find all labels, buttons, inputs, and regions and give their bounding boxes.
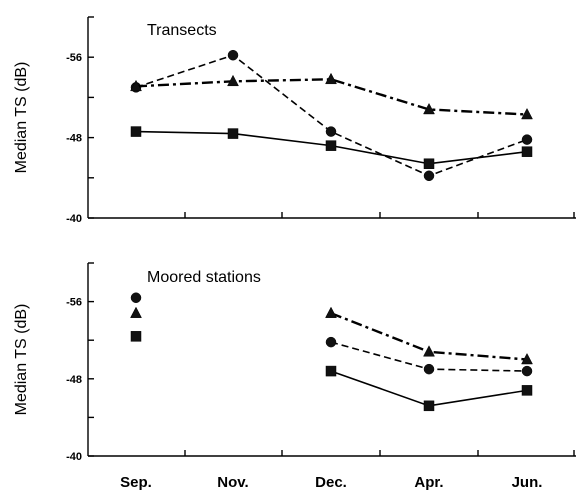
data-point-circle <box>423 363 435 375</box>
data-point-circle <box>325 336 337 348</box>
data-point-square <box>227 128 239 139</box>
data-point-circle <box>521 134 533 145</box>
data-point-square <box>130 126 142 137</box>
panel-title: Transects <box>147 22 217 39</box>
data-point-square <box>325 140 337 151</box>
data-point-square <box>325 365 337 377</box>
data-point-triangle <box>227 74 239 87</box>
data-point-triangle <box>325 72 337 85</box>
data-point-square <box>521 385 533 396</box>
y-tick-label: -56 <box>66 297 82 309</box>
x-tick-label: Nov. <box>217 474 248 491</box>
x-tick-label: Dec. <box>315 474 347 491</box>
data-point-circle <box>521 365 533 377</box>
data-point-triangle <box>130 306 142 318</box>
data-point-square <box>521 146 533 157</box>
x-tick-label: Apr. <box>414 474 443 491</box>
series-line-dashed <box>135 54 528 177</box>
data-point-triangle <box>521 107 533 120</box>
series-triangle <box>130 72 533 120</box>
y-tick-label: -48 <box>66 374 82 386</box>
data-point-triangle <box>423 102 435 115</box>
series-circle <box>130 292 533 377</box>
data-point-triangle <box>130 79 142 92</box>
data-point-triangle <box>325 306 337 318</box>
series-circle <box>130 49 533 182</box>
x-tick-label: Sep. <box>120 474 152 491</box>
series-line-dashdot <box>135 78 528 116</box>
series-triangle <box>130 306 533 365</box>
data-point-triangle <box>423 345 435 357</box>
y-tick-label: -48 <box>66 133 82 145</box>
y-axis-label: Median TS (dB) <box>13 62 30 174</box>
data-point-triangle <box>521 352 533 365</box>
panel-title: Moored stations <box>147 269 261 286</box>
panel-moored-stations: -56 -48 -40 Median TS (dB) Moored stations <box>13 262 576 463</box>
data-point-circle <box>423 170 435 182</box>
series-square <box>130 126 533 169</box>
data-point-circle <box>227 49 239 61</box>
y-axis-label: Median TS (dB) <box>13 304 30 416</box>
y-tick-label: -40 <box>66 451 82 463</box>
data-point-circle <box>325 126 337 137</box>
data-point-square <box>423 400 435 412</box>
data-point-circle <box>130 292 142 303</box>
y-tick-label: -40 <box>66 213 82 225</box>
series-square <box>130 331 533 412</box>
y-tick-label: -56 <box>66 52 82 64</box>
panel-transects: -56 -48 -40 Median TS (dB) Transects <box>13 16 576 225</box>
x-tick-label: Jun. <box>512 474 543 491</box>
data-point-square <box>130 331 142 342</box>
data-point-square <box>423 158 435 169</box>
